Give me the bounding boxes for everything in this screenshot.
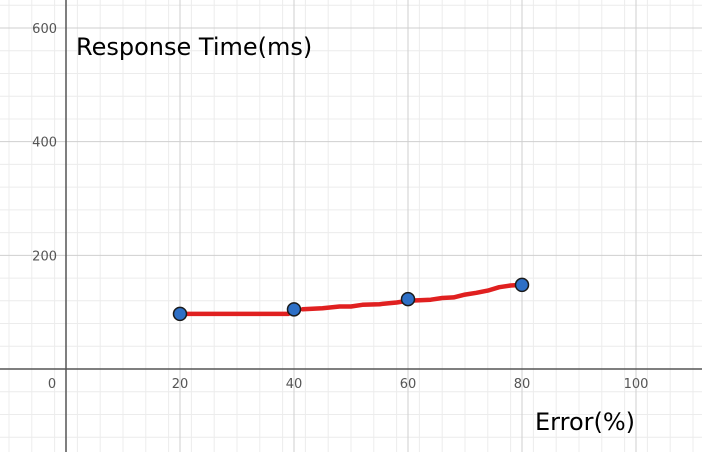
y-tick-label: 400: [32, 136, 57, 151]
data-point: [400, 291, 416, 307]
x-tick-label: 80: [514, 377, 531, 392]
series-line: [300, 282, 525, 312]
y-tick-label: 600: [32, 22, 57, 37]
x-tick-label: 100: [624, 377, 649, 392]
data-point: [172, 306, 188, 322]
y-tick-label: 200: [32, 249, 57, 264]
x-tick-label: 0: [48, 377, 56, 392]
x-axis-title: Error(%): [535, 408, 635, 436]
series: [177, 282, 525, 317]
data-point: [514, 277, 530, 293]
x-tick-label: 60: [400, 377, 417, 392]
data-point: [286, 302, 302, 317]
data-points: [172, 277, 530, 322]
y-axis-title: Response Time(ms): [76, 33, 312, 61]
x-tick-label: 40: [286, 377, 303, 392]
x-tick-label: 20: [172, 377, 189, 392]
tick-labels: 0 20 40 60 80 100 200 400 600: [32, 22, 648, 392]
